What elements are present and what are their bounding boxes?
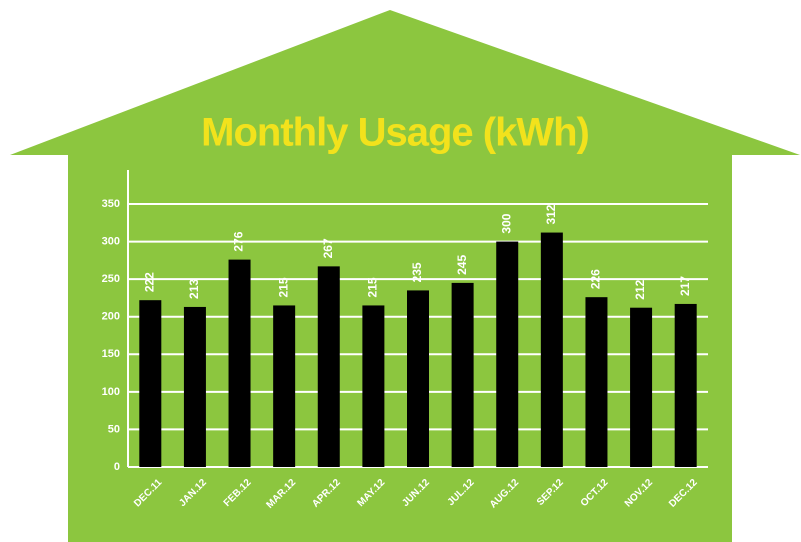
data-label: 245 xyxy=(455,255,469,275)
data-label: 215 xyxy=(366,277,380,297)
chart: Monthly Usage (kWh) 0 50 100 150 200 250 300 35… xyxy=(0,0,801,542)
bar xyxy=(452,283,474,467)
data-label: 267 xyxy=(321,238,335,258)
bar xyxy=(407,290,429,467)
data-label: 212 xyxy=(633,279,647,299)
y-tick-label: 100 xyxy=(102,386,120,398)
bar xyxy=(496,242,518,467)
y-tick-label: 200 xyxy=(102,311,120,323)
bar xyxy=(273,305,295,467)
data-label: 215 xyxy=(276,277,290,297)
y-tick-label: 150 xyxy=(102,348,120,360)
bar xyxy=(229,260,251,467)
data-label: 312 xyxy=(544,204,558,224)
bar xyxy=(362,305,384,467)
y-tick-label: 300 xyxy=(102,235,120,247)
y-tick-label: 0 xyxy=(114,461,120,473)
chart-title: Monthly Usage (kWh) xyxy=(201,111,589,155)
y-tick-label: 250 xyxy=(102,273,120,285)
bar xyxy=(184,307,206,467)
bar xyxy=(541,233,563,467)
data-label: 217 xyxy=(678,276,692,296)
bar xyxy=(675,304,697,467)
data-label: 226 xyxy=(589,269,603,289)
data-label: 300 xyxy=(499,213,513,233)
y-tick-label: 350 xyxy=(102,198,120,210)
bar xyxy=(585,297,607,467)
bar xyxy=(139,300,161,467)
data-label: 235 xyxy=(410,262,424,282)
bar xyxy=(318,266,340,467)
bar xyxy=(630,308,652,467)
y-tick-label: 50 xyxy=(108,423,120,435)
data-label: 276 xyxy=(232,231,246,251)
data-label: 222 xyxy=(142,272,156,292)
data-label: 213 xyxy=(187,279,201,299)
